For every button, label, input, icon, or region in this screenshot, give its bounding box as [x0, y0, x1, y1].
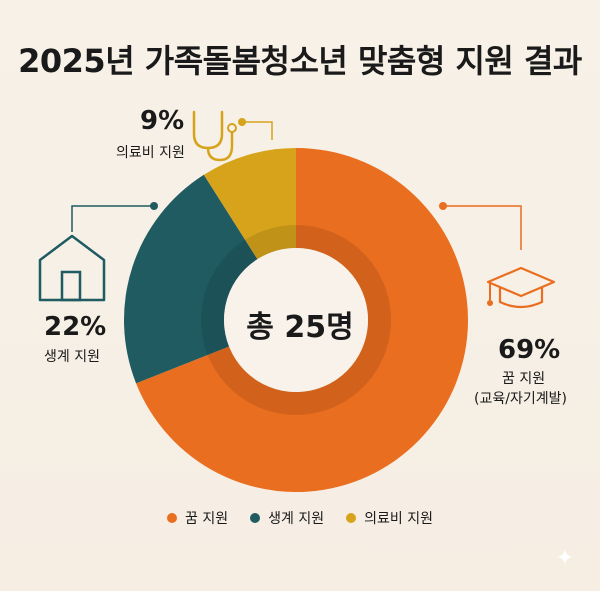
house-door — [60, 270, 82, 302]
house-icon — [38, 234, 106, 302]
medical-percent-label: 9% — [140, 106, 185, 136]
legend-item-medical: 의료비 지원 — [346, 508, 433, 528]
sparkle-icon: ✦ — [555, 546, 574, 571]
chart-legend: 꿈 지원 생계 지원 의료비 지원 — [0, 508, 600, 528]
legend-dot-living — [250, 513, 261, 523]
legend-dot-medical — [346, 513, 357, 523]
graduation-cap-icon — [486, 266, 556, 298]
dream-percent-label: 69% — [498, 335, 561, 365]
dream-category-label: 꿈 지원 — [502, 371, 546, 387]
chart-title: 2025년 가족돌봄청소년 맞춤형 지원 결과 — [18, 42, 582, 80]
medical-category-label: 의료비 지원 — [116, 145, 185, 161]
dream-category-sublabel: (교육/자기계발) — [474, 391, 567, 407]
slice-living — [124, 174, 258, 384]
stethoscope-tube — [206, 132, 234, 162]
living-percent-label: 22% — [44, 312, 107, 342]
graduation-cap-tassel-end — [487, 300, 493, 306]
living-leader-line — [71, 205, 154, 232]
legend-dot-dream — [167, 513, 178, 523]
dream-leader-line — [443, 205, 522, 250]
slice-medical — [203, 148, 296, 260]
slice-dream — [136, 148, 469, 492]
living-category-label: 생계 지원 — [44, 349, 100, 365]
legend-label-medical: 의료비 지원 — [364, 511, 433, 527]
donut-hole — [224, 248, 368, 392]
stethoscope-chestpiece — [227, 123, 237, 133]
legend-label-dream: 꿈 지원 — [185, 511, 229, 527]
legend-item-dream: 꿈 지원 — [167, 508, 228, 528]
medical-leader-line — [242, 121, 273, 140]
graduation-cap-base — [498, 288, 544, 309]
center-total-label: 총 25명 — [246, 310, 354, 345]
legend-item-living: 생계 지원 — [250, 508, 324, 528]
stethoscope-icon — [192, 110, 224, 150]
legend-label-living: 생계 지원 — [268, 511, 325, 527]
